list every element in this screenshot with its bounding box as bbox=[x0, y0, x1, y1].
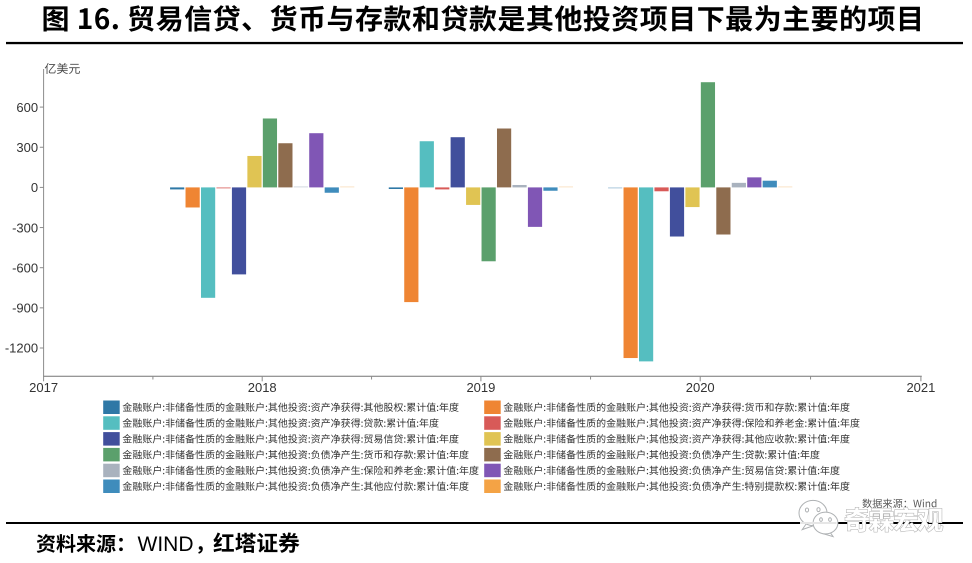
svg-text:2020: 2020 bbox=[686, 380, 715, 395]
svg-text:2021: 2021 bbox=[906, 380, 935, 395]
svg-text:300: 300 bbox=[16, 140, 38, 155]
svg-text:2019: 2019 bbox=[466, 380, 495, 395]
svg-text:2017: 2017 bbox=[29, 380, 58, 395]
svg-text:-900: -900 bbox=[12, 301, 38, 316]
svg-text:600: 600 bbox=[16, 100, 38, 115]
svg-text:WIND: WIND bbox=[138, 533, 194, 556]
svg-text:-1200: -1200 bbox=[5, 341, 38, 356]
svg-text:-300: -300 bbox=[12, 220, 38, 235]
svg-text:0: 0 bbox=[31, 180, 38, 195]
svg-text:-600: -600 bbox=[12, 260, 38, 275]
svg-text:2018: 2018 bbox=[248, 380, 277, 395]
